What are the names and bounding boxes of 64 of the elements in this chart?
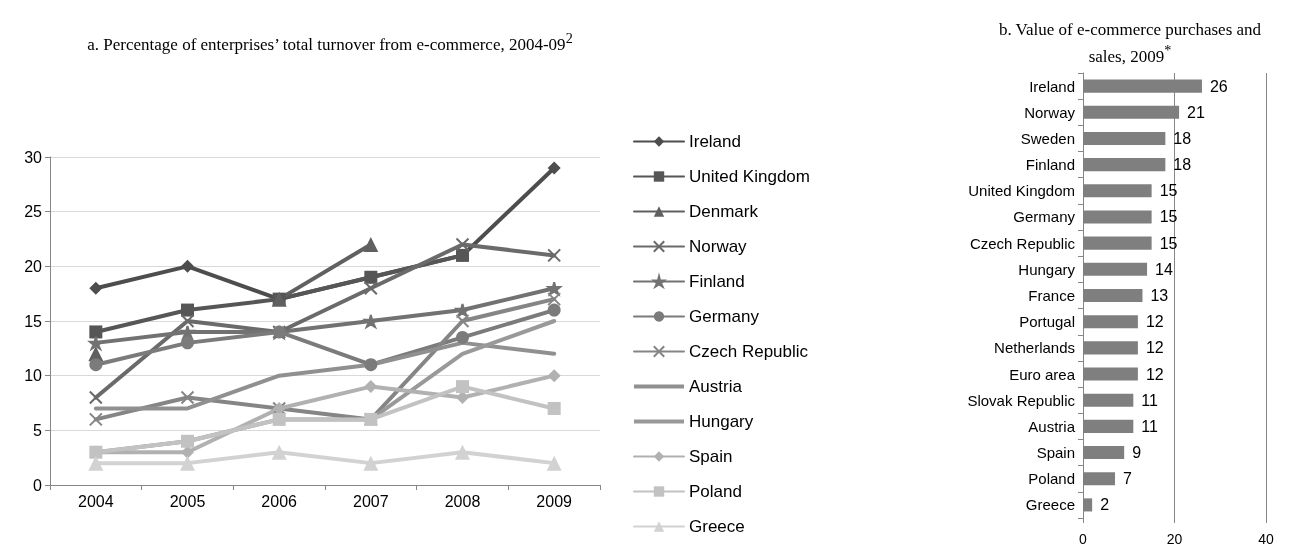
y-tick-label: France	[1028, 287, 1075, 304]
y-tick-label: 0	[33, 476, 43, 494]
y-tick-label: 10	[24, 367, 43, 385]
legend-label: Finland	[689, 272, 745, 291]
y-tick-label: 30	[24, 148, 43, 166]
y-tick-label: 25	[24, 203, 43, 221]
data-label: 18	[1173, 156, 1192, 174]
data-label: 7	[1123, 470, 1133, 488]
legend-label: Czech Republic	[689, 342, 809, 361]
y-tick-label: Czech Republic	[969, 234, 1076, 252]
y-tick-label: 15	[24, 312, 43, 330]
y-tick-label: Hungary	[1018, 260, 1076, 278]
legend-label: Denmark	[689, 202, 759, 221]
y-tick-label: Euro area	[1009, 365, 1076, 383]
legend-label: Greece	[689, 517, 745, 536]
data-label: 12	[1145, 339, 1164, 357]
y-tick-label: Spain	[1036, 444, 1075, 462]
legend-label: Norway	[689, 237, 748, 256]
y-tick-label: Austria	[1028, 417, 1076, 435]
y-tick-label: Slovak Republic	[967, 391, 1076, 409]
legend-label: Austria	[689, 377, 743, 396]
y-tick-label: Norway	[1024, 103, 1076, 121]
data-label: 21	[1187, 103, 1205, 121]
data-label: 9	[1132, 444, 1142, 462]
y-tick-label: 20	[24, 257, 43, 275]
x-tick-label: 2006	[261, 492, 298, 510]
data-label: 2	[1100, 496, 1110, 514]
y-tick-label: United Kingdom	[968, 182, 1075, 200]
y-tick-label: Sweden	[1020, 129, 1075, 147]
data-label: 15	[1159, 234, 1178, 252]
y-tick-label: Netherlands	[994, 339, 1075, 357]
data-label: 12	[1145, 313, 1164, 331]
data-label: 12	[1145, 365, 1164, 383]
x-tick-label: 2005	[169, 492, 206, 510]
y-tick-label: Finland	[1025, 156, 1075, 174]
x-tick-label: 20	[1166, 531, 1183, 547]
data-label: 14	[1155, 260, 1173, 278]
y-tick-label: 5	[33, 421, 43, 439]
legend-label: Poland	[689, 482, 742, 501]
x-tick-label: 2004	[78, 492, 114, 510]
data-label: 11	[1141, 391, 1159, 409]
x-tick-label: 0	[1079, 531, 1088, 547]
data-label: 26	[1209, 77, 1228, 95]
y-tick-label: Germany	[1013, 208, 1076, 226]
y-tick-label: Ireland	[1029, 77, 1075, 95]
data-label: 13	[1150, 287, 1169, 304]
data-label: 11	[1141, 417, 1159, 435]
data-label: 15	[1159, 208, 1178, 226]
x-tick-label: 2007	[353, 492, 389, 510]
chart-title: b. Value of e-commerce purchases and sales, 2009$^{*}$	[997, 20, 1263, 67]
y-tick-label: Poland	[1028, 470, 1075, 488]
x-tick-label: 40	[1258, 531, 1274, 547]
legend-label: United Kingdom	[689, 167, 810, 186]
legend-label: Ireland	[689, 132, 741, 151]
legend-label: Germany	[689, 307, 760, 326]
legend-label: Hungary	[689, 412, 754, 431]
chart-title: a. Percentage of enterprises’ total turnover from e-commerce, 2004-09$^{2}$	[86, 29, 574, 55]
y-tick-label: Greece	[1025, 496, 1075, 514]
x-tick-label: 2008	[444, 492, 481, 510]
legend-label: Spain	[689, 447, 733, 466]
data-label: 18	[1173, 129, 1192, 147]
data-label: 15	[1159, 182, 1178, 200]
x-tick-label: 2009	[536, 492, 573, 510]
y-tick-label: Portugal	[1019, 313, 1075, 331]
